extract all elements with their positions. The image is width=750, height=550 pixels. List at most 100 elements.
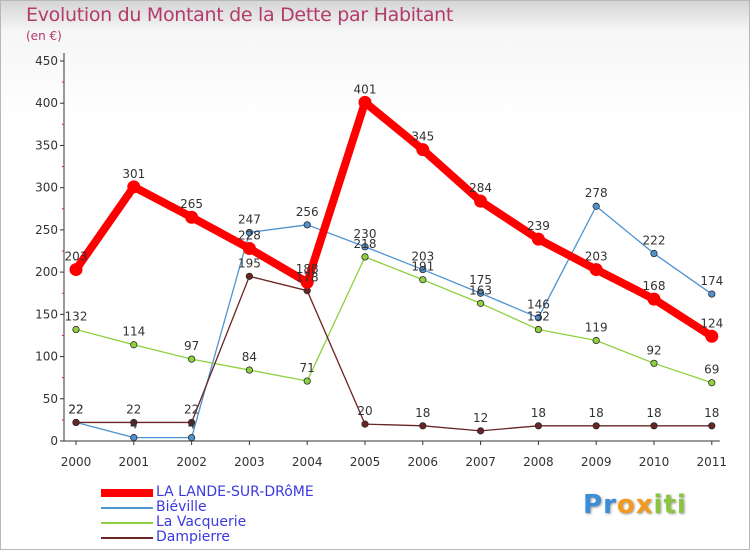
y-tick-label: 200 xyxy=(35,265,58,279)
data-point-1-2009 xyxy=(592,202,600,210)
data-point-0-2002 xyxy=(185,210,199,224)
data-point-2-2011 xyxy=(708,379,716,387)
x-tick-label: 2005 xyxy=(350,455,381,469)
legend-swatch xyxy=(101,536,153,539)
data-point-0-2004 xyxy=(300,275,314,289)
y-tick-label: 50 xyxy=(43,392,58,406)
data-point-1-2001 xyxy=(130,434,138,442)
data-label-3-2011: 18 xyxy=(704,406,719,420)
data-point-2-2007 xyxy=(476,299,485,307)
x-tick-label: 2010 xyxy=(639,455,670,469)
data-label-2-2005: 218 xyxy=(354,237,377,251)
data-label-0-2006: 345 xyxy=(411,130,434,144)
chart-title: Evolution du Montant de la Dette par Hab… xyxy=(26,4,454,26)
x-tick-label: 2011 xyxy=(697,455,728,469)
data-point-3-2005 xyxy=(361,420,369,428)
logo-letter: i xyxy=(676,490,687,520)
data-label-3-2008: 18 xyxy=(531,406,546,420)
legend-swatch xyxy=(101,506,153,509)
data-point-1-2008 xyxy=(534,314,543,322)
legend-swatch xyxy=(101,521,153,524)
logo-letter: x xyxy=(635,490,654,520)
data-point-0-2008 xyxy=(531,232,545,246)
data-point-1-2006 xyxy=(419,265,427,274)
data-point-3-2007 xyxy=(476,427,485,435)
data-label-1-2007: 175 xyxy=(469,273,492,287)
x-tick-label: 2003 xyxy=(234,455,265,469)
legend-label: Biéville xyxy=(156,499,207,515)
data-label-3-2010: 18 xyxy=(646,406,661,420)
data-point-1-2004 xyxy=(303,221,311,229)
data-point-1-2007 xyxy=(476,289,485,297)
data-label-2-2006: 191 xyxy=(411,260,434,274)
data-label-0-2000: 203 xyxy=(65,250,88,264)
series-line-0 xyxy=(72,98,716,341)
logo-letter: o xyxy=(616,490,636,520)
data-label-1-2005: 230 xyxy=(354,227,377,241)
data-label-3-2000: 22 xyxy=(68,402,83,416)
x-tick-label: 2001 xyxy=(119,455,150,469)
y-tick-label: 450 xyxy=(35,54,58,68)
x-tick-label: 2007 xyxy=(465,455,496,469)
data-label-3-2006: 18 xyxy=(415,406,430,420)
data-point-0-2006 xyxy=(416,143,430,157)
data-label-3-2002: 22 xyxy=(184,402,199,416)
data-point-3-2006 xyxy=(419,422,427,430)
data-point-3-2003 xyxy=(245,272,253,280)
y-tick-label: 250 xyxy=(35,223,58,237)
data-label-0-2003: 228 xyxy=(238,228,261,242)
y-tick-label: 150 xyxy=(35,307,58,321)
series-line-2 xyxy=(75,256,713,384)
data-point-3-2001 xyxy=(130,418,138,427)
data-label-3-2009: 18 xyxy=(589,406,604,420)
data-label-1-2006: 203 xyxy=(411,250,434,264)
legend-swatch xyxy=(101,488,153,497)
data-label-0-2001: 301 xyxy=(122,167,145,181)
data-point-0-2001 xyxy=(127,180,141,194)
data-label-2-2007: 163 xyxy=(469,283,492,297)
data-label-1-2004: 256 xyxy=(296,205,319,219)
data-point-2-2006 xyxy=(419,276,427,284)
data-label-0-2008: 239 xyxy=(527,219,550,233)
data-point-2-2000 xyxy=(72,325,80,334)
data-label-0-2002: 265 xyxy=(180,197,203,211)
data-label-2-2000: 132 xyxy=(65,310,88,324)
data-point-0-2007 xyxy=(474,194,488,208)
data-point-1-2011 xyxy=(708,290,716,298)
data-label-3-2005: 20 xyxy=(357,404,372,418)
data-label-2-2008: 132 xyxy=(527,310,550,324)
data-label-0-2011: 124 xyxy=(700,316,723,330)
y-tick-label: 0 xyxy=(50,434,58,448)
data-point-3-2000 xyxy=(72,418,80,427)
legend-label: LA LANDE-SUR-DRôME xyxy=(156,484,314,500)
legend-label: La Vacquerie xyxy=(156,514,247,530)
data-label-0-2009: 203 xyxy=(585,250,608,264)
data-point-2-2005 xyxy=(361,253,369,261)
logo-letter: i xyxy=(653,490,664,520)
data-point-1-2003 xyxy=(245,228,253,237)
data-label-1-2011: 174 xyxy=(700,274,723,288)
data-label-2-2004: 71 xyxy=(300,361,315,375)
logo-letter: r xyxy=(603,490,617,520)
data-point-3-2011 xyxy=(708,422,716,430)
data-point-2-2004 xyxy=(303,377,311,385)
data-label-0-2007: 284 xyxy=(469,181,492,195)
plot-area: 0 50 100 150 200 250 300 350 400 450 2000 2001 2002 2… xyxy=(35,53,728,469)
legend-label: Dampierre xyxy=(156,529,230,545)
data-label-1-2009: 278 xyxy=(585,186,608,200)
data-point-0-2005 xyxy=(358,95,372,109)
data-label-1-2008: 146 xyxy=(527,298,550,312)
data-point-2-2001 xyxy=(130,341,138,349)
data-point-2-2008 xyxy=(534,325,543,334)
data-point-3-2008 xyxy=(534,422,543,430)
data-label-3-2004: 178 xyxy=(296,271,319,285)
data-label-1-2001: 4 xyxy=(130,418,138,432)
data-label-1-2002: 4 xyxy=(188,418,196,432)
data-label-3-2001: 22 xyxy=(126,402,141,416)
data-label-1-2003: 247 xyxy=(238,212,261,226)
x-tick-label: 2004 xyxy=(292,455,323,469)
proxiti-logo: Proxiti xyxy=(583,490,687,520)
x-tick-label: 2002 xyxy=(176,455,207,469)
data-point-3-2002 xyxy=(188,418,196,427)
